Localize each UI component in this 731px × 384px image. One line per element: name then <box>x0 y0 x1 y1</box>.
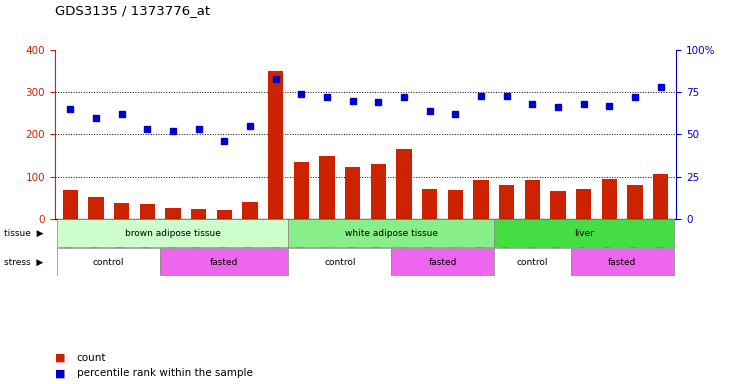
Bar <box>653 174 668 219</box>
Text: ■: ■ <box>55 353 65 363</box>
Text: fasted: fasted <box>210 258 238 266</box>
Bar <box>396 149 412 219</box>
Text: ■: ■ <box>55 368 65 378</box>
Text: fasted: fasted <box>428 258 457 266</box>
Text: control: control <box>324 258 355 266</box>
Bar <box>289 220 494 247</box>
Text: fasted: fasted <box>608 258 637 266</box>
Text: liver: liver <box>574 229 594 238</box>
Text: count: count <box>77 353 106 363</box>
Bar <box>345 167 360 219</box>
Bar <box>216 210 232 219</box>
Bar <box>499 185 515 219</box>
Bar <box>191 209 206 219</box>
Text: white adipose tissue: white adipose tissue <box>345 229 438 238</box>
Text: percentile rank within the sample: percentile rank within the sample <box>77 368 253 378</box>
Text: GDS3135 / 1373776_at: GDS3135 / 1373776_at <box>55 4 210 17</box>
Text: control: control <box>93 258 124 266</box>
Bar <box>289 248 391 276</box>
Bar <box>494 248 571 276</box>
Bar <box>268 71 284 219</box>
Text: control: control <box>517 258 548 266</box>
Bar <box>627 185 643 219</box>
Bar <box>474 180 489 219</box>
Bar <box>525 180 540 219</box>
Bar <box>63 190 78 219</box>
Bar <box>58 220 289 247</box>
Bar <box>160 248 289 276</box>
Text: stress  ▶: stress ▶ <box>4 258 43 266</box>
Bar <box>422 189 437 219</box>
Bar <box>371 164 386 219</box>
Bar <box>242 202 257 219</box>
Bar <box>447 190 463 219</box>
Bar <box>114 203 129 219</box>
Bar <box>602 179 617 219</box>
Text: brown adipose tissue: brown adipose tissue <box>125 229 221 238</box>
Text: tissue  ▶: tissue ▶ <box>4 229 43 238</box>
Bar <box>88 197 104 219</box>
Bar <box>391 248 494 276</box>
Bar <box>140 204 155 219</box>
Bar <box>165 208 181 219</box>
Bar <box>319 156 335 219</box>
Bar <box>294 162 309 219</box>
Bar <box>571 248 673 276</box>
Bar <box>550 192 566 219</box>
Bar <box>494 220 673 247</box>
Bar <box>58 248 160 276</box>
Bar <box>576 189 591 219</box>
